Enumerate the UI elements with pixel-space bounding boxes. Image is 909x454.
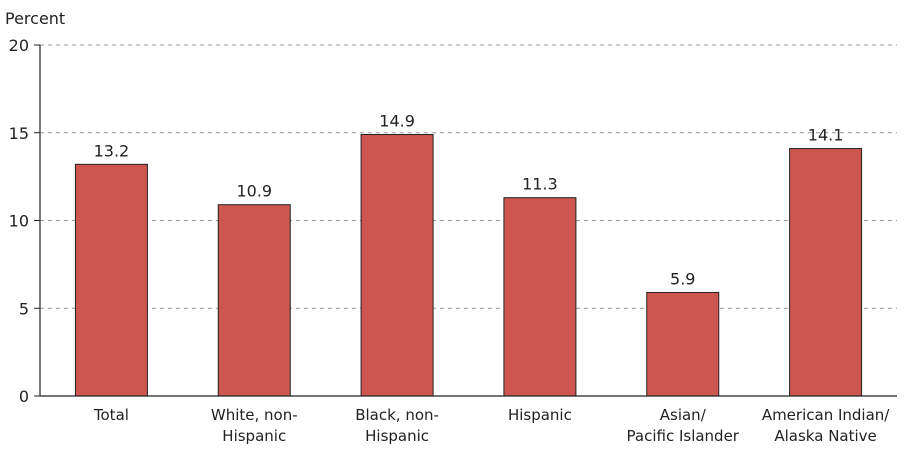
bar	[360, 134, 434, 397]
value-label: 5.9	[670, 269, 695, 288]
value-label: 13.2	[94, 141, 130, 160]
category-label: Asian/	[660, 406, 707, 424]
category-label: Alaska Native	[774, 427, 876, 445]
category-labels: Total White, non- Hispanic Black, non- Hispa…	[93, 406, 890, 445]
value-label: 11.3	[522, 175, 558, 194]
value-label: 14.9	[379, 112, 415, 131]
axes	[39, 45, 897, 397]
bar	[646, 291, 720, 397]
category-label: American Indian/	[762, 406, 890, 424]
bar	[789, 148, 863, 397]
category-label: Hispanic	[222, 427, 286, 445]
y-tick-label: 20	[9, 36, 29, 55]
gridlines	[40, 44, 897, 309]
bar	[217, 204, 291, 397]
value-labels: 13.2 10.9 14.9 11.3 5.9 14.1	[94, 112, 844, 289]
category-label: Hispanic	[508, 406, 572, 424]
value-label: 14.1	[808, 126, 844, 145]
y-axis-label: Percent	[5, 9, 65, 28]
category-label: White, non-	[211, 406, 298, 424]
y-axis-ticks: 0 5 10 15 20	[9, 36, 40, 406]
bars	[74, 134, 863, 397]
category-label: Total	[93, 406, 129, 424]
y-tick-label: 5	[19, 299, 29, 318]
y-tick-label: 15	[9, 124, 29, 143]
category-label: Pacific Islander	[627, 427, 740, 445]
category-label: Black, non-	[355, 406, 439, 424]
bar	[503, 197, 577, 397]
y-tick-label: 10	[9, 212, 29, 231]
bar	[74, 163, 148, 397]
value-label: 10.9	[236, 182, 272, 201]
y-tick-label: 0	[19, 387, 29, 406]
category-label: Hispanic	[365, 427, 429, 445]
